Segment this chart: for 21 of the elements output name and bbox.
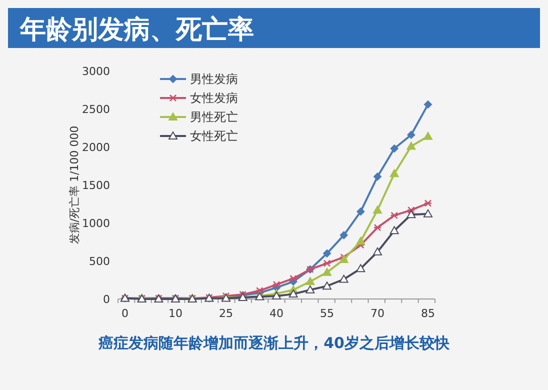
y-tick-label: 2500 xyxy=(82,103,110,116)
x-tick-label: 85 xyxy=(421,307,435,320)
legend-label: 男性死亡 xyxy=(190,110,238,124)
y-tick-label: 3000 xyxy=(82,65,110,78)
y-tick-label: 500 xyxy=(89,255,110,268)
legend-label: 男性发病 xyxy=(190,72,238,86)
x-tick-label: 40 xyxy=(270,307,284,320)
text: 癌症发病随年龄增加而逐渐上升，40岁之后增长较快 xyxy=(98,334,450,352)
y-tick-label: 1500 xyxy=(82,179,110,192)
y-axis-title: 发病/死亡率 1/100 000 xyxy=(68,126,81,244)
x-tick-label: 55 xyxy=(320,307,334,320)
x-tick-label: 0 xyxy=(122,307,128,320)
chart-title: 年龄别发病、死亡率 xyxy=(19,15,254,45)
y-tick-label: 2000 xyxy=(82,141,110,154)
y-tick-label: 0 xyxy=(103,293,110,306)
x-tick-label: 10 xyxy=(168,307,182,320)
y-tick-label: 1000 xyxy=(82,217,110,230)
legend-label: 女性发病 xyxy=(190,91,238,105)
x-tick-label: 25 xyxy=(219,307,233,320)
legend-label: 女性死亡 xyxy=(190,129,238,143)
x-tick-label: 70 xyxy=(370,307,384,320)
